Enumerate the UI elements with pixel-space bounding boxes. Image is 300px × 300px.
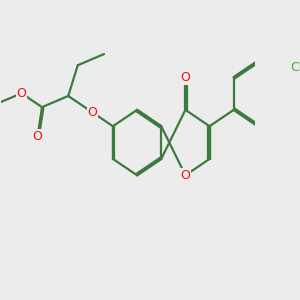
Text: O: O xyxy=(181,169,190,182)
Text: O: O xyxy=(16,87,26,100)
Text: O: O xyxy=(87,106,97,119)
Text: O: O xyxy=(33,130,43,142)
Text: O: O xyxy=(181,71,190,84)
Text: Cl: Cl xyxy=(290,61,300,74)
